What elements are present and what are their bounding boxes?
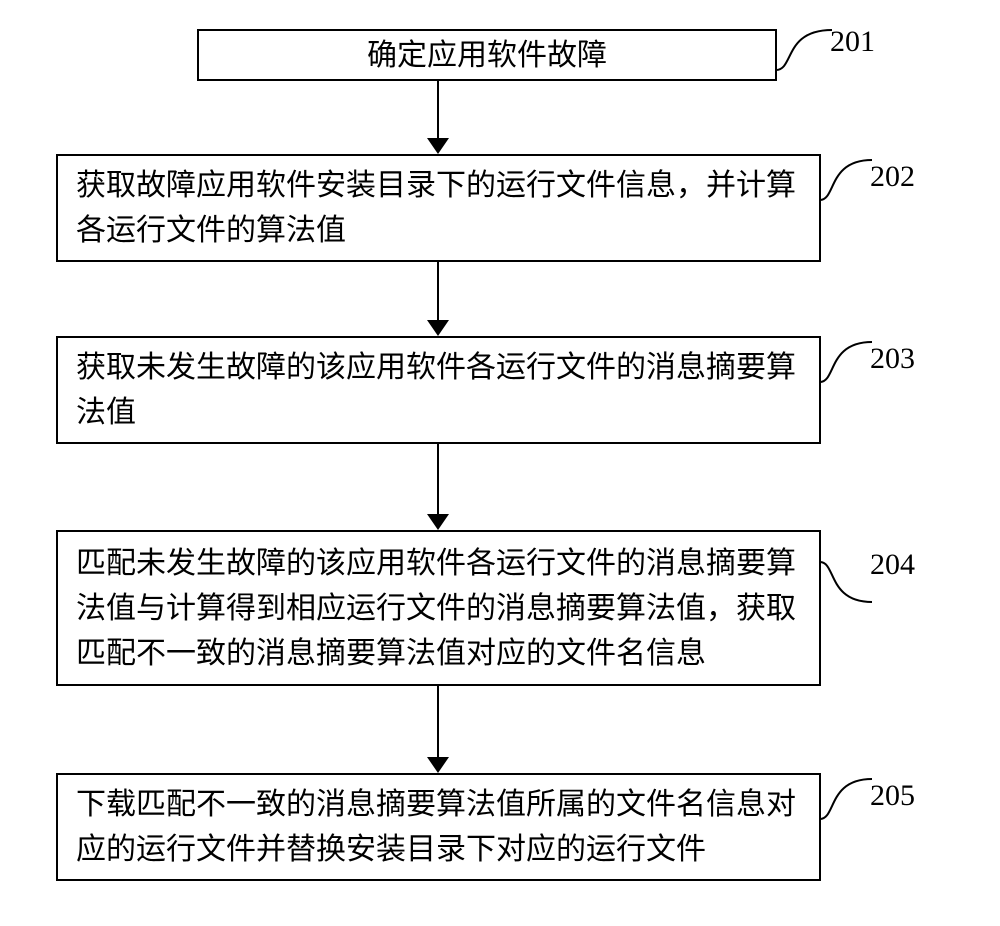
label-text: 202 xyxy=(870,160,915,193)
label-text: 201 xyxy=(830,25,875,58)
label-connector-202 xyxy=(818,158,874,202)
label-connector-203 xyxy=(818,340,874,384)
arrow-204-205 xyxy=(427,686,449,773)
step-text: 获取未发生故障的该应用软件各运行文件的消息摘要算法值 xyxy=(76,345,801,435)
step-201: 确定应用软件故障 xyxy=(197,29,777,81)
label-text: 203 xyxy=(870,342,915,375)
label-connector-205 xyxy=(818,777,874,821)
flowchart-container: 确定应用软件故障 201 获取故障应用软件安装目录下的运行文件信息，并计算各运行… xyxy=(0,0,1000,926)
step-label-204: 204 xyxy=(870,548,915,582)
step-text: 匹配未发生故障的该应用软件各运行文件的消息摘要算法值与计算得到相应运行文件的消息… xyxy=(76,541,801,676)
step-205: 下载匹配不一致的消息摘要算法值所属的文件名信息对应的运行文件并替换安装目录下对应… xyxy=(56,773,821,881)
step-202: 获取故障应用软件安装目录下的运行文件信息，并计算各运行文件的算法值 xyxy=(56,154,821,262)
step-text: 获取故障应用软件安装目录下的运行文件信息，并计算各运行文件的算法值 xyxy=(76,163,801,253)
arrow-201-202 xyxy=(427,81,449,154)
label-connector-204 xyxy=(818,560,874,604)
step-label-205: 205 xyxy=(870,779,915,813)
step-204: 匹配未发生故障的该应用软件各运行文件的消息摘要算法值与计算得到相应运行文件的消息… xyxy=(56,530,821,686)
label-text: 204 xyxy=(870,548,915,581)
step-label-203: 203 xyxy=(870,342,915,376)
step-203: 获取未发生故障的该应用软件各运行文件的消息摘要算法值 xyxy=(56,336,821,444)
arrow-202-203 xyxy=(427,262,449,336)
step-text: 确定应用软件故障 xyxy=(367,33,607,78)
label-connector-201 xyxy=(774,28,834,72)
step-label-202: 202 xyxy=(870,160,915,194)
arrow-203-204 xyxy=(427,444,449,530)
label-text: 205 xyxy=(870,779,915,812)
step-text: 下载匹配不一致的消息摘要算法值所属的文件名信息对应的运行文件并替换安装目录下对应… xyxy=(76,782,801,872)
step-label-201: 201 xyxy=(830,25,875,59)
